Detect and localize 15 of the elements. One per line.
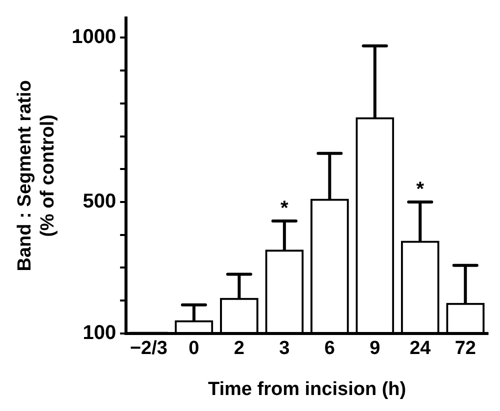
- annotation: *: [416, 178, 424, 200]
- x-tick-label: −2/3: [130, 338, 168, 360]
- x-tick-label: 72: [454, 338, 476, 360]
- x-tick-label: 24: [410, 338, 432, 360]
- y-tick-label: 500: [82, 190, 116, 212]
- x-axis-title: Time from incision (h): [208, 378, 406, 400]
- y-axis-title: Band : Segment ratio (% of control): [14, 80, 58, 272]
- annotation: *: [280, 198, 289, 220]
- x-tick-label: 9: [370, 338, 380, 360]
- x-tick-label: 6: [324, 338, 335, 360]
- x-tick-label: 3: [279, 338, 290, 360]
- x-tick-label: 0: [188, 338, 200, 360]
- y-tick-label: 1000: [72, 26, 116, 48]
- x-tick-label: 2: [234, 338, 244, 360]
- y-tick-label: 100: [82, 322, 116, 344]
